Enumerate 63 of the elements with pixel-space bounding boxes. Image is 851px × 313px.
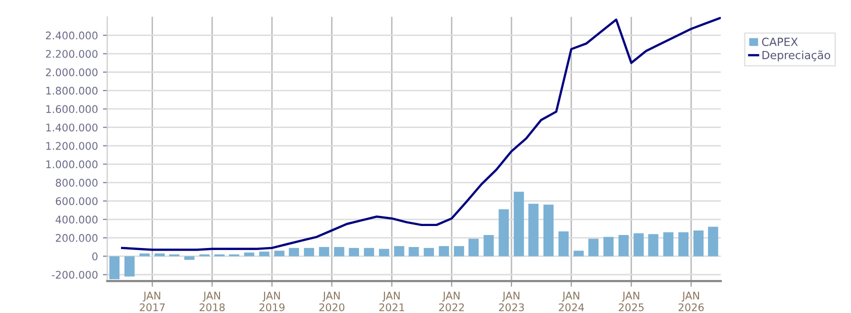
- legend-label: Depreciação: [762, 50, 830, 62]
- bar: [348, 248, 360, 256]
- bar: [394, 246, 404, 256]
- y-tick-label: 800.000: [56, 178, 98, 187]
- y-tick-label: 2.000.000: [46, 68, 98, 76]
- y-tick-label: 1.000.000: [46, 160, 98, 168]
- bar: [364, 248, 374, 256]
- y-tick-label: 0: [92, 252, 98, 260]
- bar: [109, 256, 120, 280]
- bar: [334, 247, 344, 256]
- bar: [498, 209, 509, 256]
- bar: [438, 246, 450, 256]
- bar: [154, 253, 165, 256]
- bar: [424, 248, 434, 256]
- y-tick-label: 1.200.000: [46, 142, 98, 150]
- bar: [408, 247, 419, 256]
- bar: [618, 235, 629, 256]
- x-tick-label: JAN 2024: [558, 292, 584, 312]
- bar: [184, 256, 194, 260]
- bar: [558, 231, 569, 256]
- bar: [663, 232, 674, 256]
- x-tick-label: JAN 2018: [200, 292, 225, 312]
- legend-label: CAPEX: [762, 38, 798, 46]
- y-tick-label: 400.000: [56, 216, 98, 224]
- bar: [124, 256, 135, 276]
- bar: [708, 226, 718, 256]
- bar: [244, 252, 254, 256]
- x-tick-label: JAN 2021: [379, 292, 404, 312]
- bar: [528, 204, 539, 256]
- bar: [468, 238, 479, 256]
- bar: [543, 204, 554, 256]
- x-tick-label: JAN 2025: [618, 292, 644, 312]
- bar: [603, 236, 614, 256]
- y-tick-label: 600.000: [56, 197, 98, 206]
- x-tick-label: JAN 2022: [439, 292, 464, 312]
- bar: [319, 247, 330, 256]
- y-tick-label: 200.000: [56, 234, 98, 242]
- bar: [648, 234, 658, 256]
- bar: [693, 230, 704, 256]
- bar: [274, 250, 284, 256]
- y-tick-label: 1.800.000: [46, 86, 98, 95]
- bar: [259, 252, 270, 256]
- y-tick-label: 2.400.000: [46, 32, 98, 40]
- line-series: [121, 16, 721, 251]
- y-tick-label: 1.600.000: [46, 105, 98, 114]
- x-tick-label: JAN 2023: [498, 292, 524, 312]
- bar: [288, 248, 300, 256]
- bar: [304, 248, 314, 256]
- bar: [574, 250, 584, 256]
- bar: [588, 238, 599, 256]
- bar: [678, 232, 689, 256]
- bar: [634, 233, 644, 256]
- x-tick-label: JAN 2019: [259, 292, 284, 312]
- x-tick-label: JAN 2026: [678, 292, 704, 312]
- bar: [484, 235, 494, 256]
- y-tick-label: 2.200.000: [46, 50, 98, 58]
- bar: [454, 246, 464, 256]
- y-tick-label: -200.000: [52, 270, 98, 279]
- bar: [379, 248, 390, 256]
- y-tick-label: 1.400.000: [46, 124, 98, 132]
- x-tick-label: JAN 2020: [319, 292, 344, 312]
- x-tick-label: JAN 2017: [140, 292, 165, 312]
- bar: [514, 192, 524, 256]
